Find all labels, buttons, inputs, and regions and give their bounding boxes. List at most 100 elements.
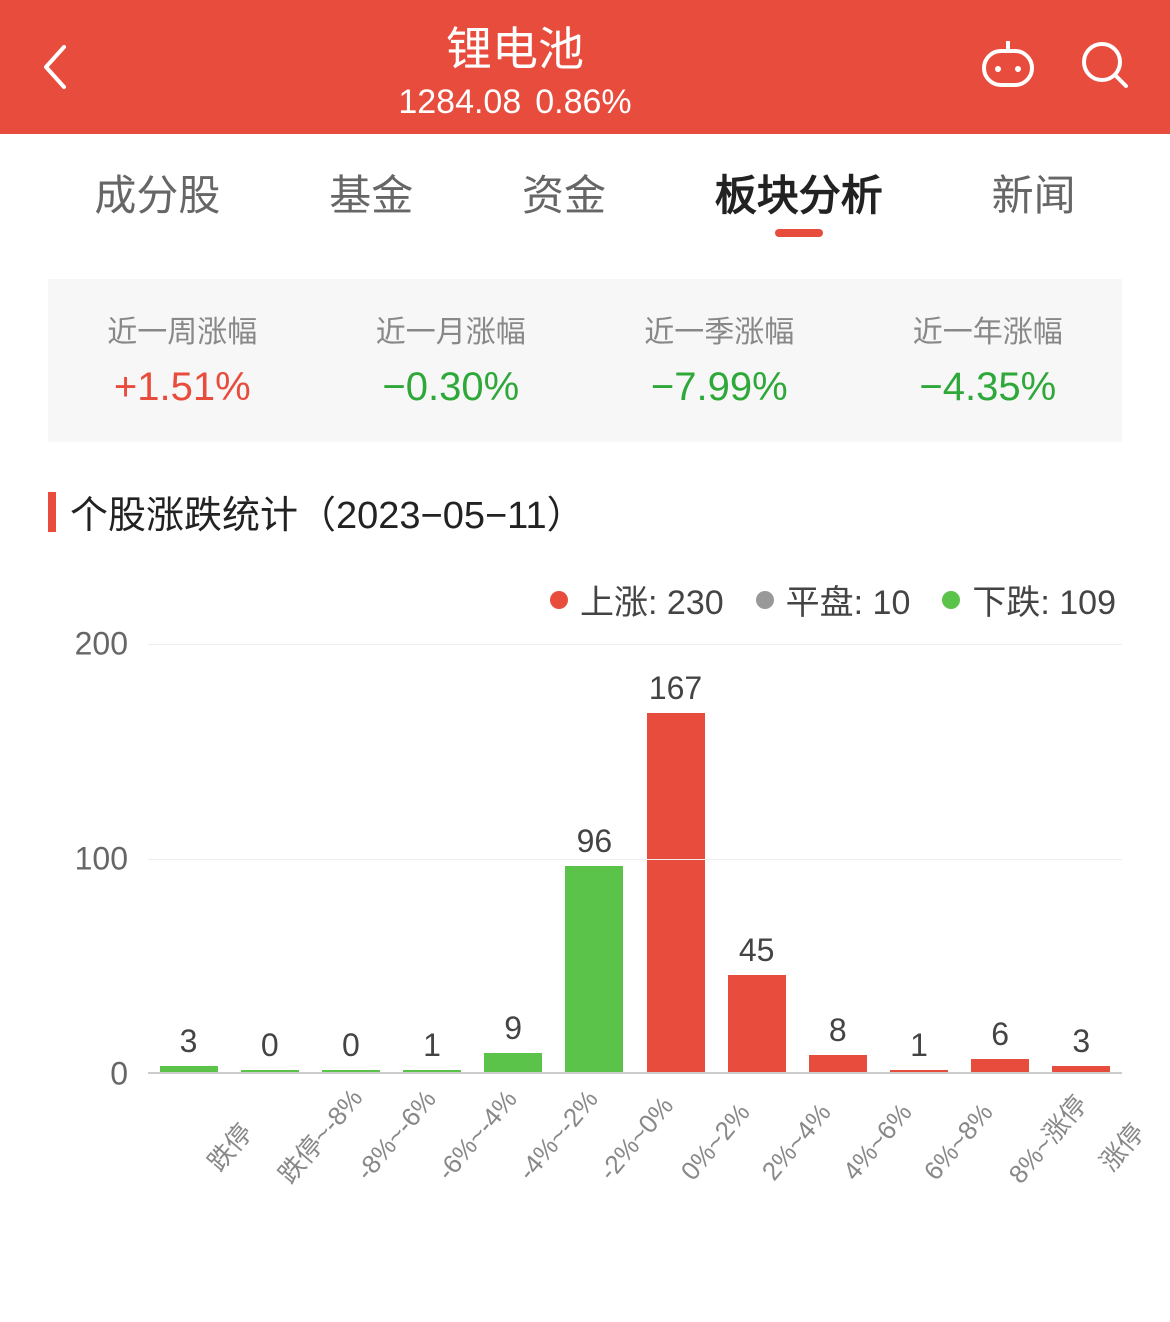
x-tick-label: 跌停~-8%: [268, 1115, 340, 1191]
bar-5: 96: [560, 823, 628, 1072]
legend-dot-icon: [550, 591, 568, 609]
section-title: 个股涨跌统计（2023−05−11）: [70, 484, 585, 539]
bar-0: 3: [155, 1023, 223, 1072]
bar-value-label: 45: [739, 932, 775, 969]
bar-rect: [728, 975, 786, 1072]
bar-rect: [890, 1070, 948, 1072]
bar-value-label: 1: [910, 1027, 928, 1064]
legend-text: 下跌: 109: [972, 575, 1116, 624]
tab-0[interactable]: 成分股: [94, 162, 220, 237]
period-stat-value: +1.51%: [114, 365, 251, 410]
bar-4: 9: [479, 1010, 547, 1072]
bar-value-label: 6: [991, 1016, 1009, 1053]
bar-value-label: 3: [1072, 1023, 1090, 1060]
x-tick-label: -4%~-2%: [512, 1115, 584, 1191]
period-stats-row: 近一周涨幅+1.51% 近一月涨幅 −0.30% 近一季涨幅−7.99% 近一年涨幅 −4…: [48, 279, 1122, 442]
section-title-row: 个股涨跌统计（2023−05−11）: [48, 484, 1122, 539]
bar-rect: [484, 1053, 542, 1072]
period-stat-3: 近一年涨幅 −4.35%: [854, 307, 1123, 410]
chart-plot-area: 3 0 0 1 9 96 167 45 8 1 6 3: [148, 644, 1122, 1074]
bar-value-label: 8: [829, 1012, 847, 1049]
bar-rect: [241, 1070, 299, 1072]
distribution-chart: 0100200 3 0 0 1 9 96 167 45 8 1 6 3 跌停跌停~-8%-8%~-6%…: [48, 644, 1122, 1264]
x-tick-label: -6%~-4%: [431, 1115, 503, 1191]
y-tick-label: 100: [75, 841, 128, 878]
legend-text: 平盘: 10: [786, 575, 911, 624]
x-tick-label: 2%~4%: [755, 1115, 827, 1191]
header-price: 1284.08: [398, 83, 521, 122]
grid-line: [148, 859, 1122, 860]
bar-value-label: 1: [423, 1027, 441, 1064]
bar-2: 0: [317, 1027, 385, 1072]
tab-3[interactable]: 板块分析: [715, 162, 883, 237]
search-button[interactable]: [1080, 40, 1130, 95]
grid-line: [148, 644, 1122, 645]
period-stat-label: 近一年涨幅: [913, 307, 1063, 351]
bar-rect: [322, 1070, 380, 1072]
bar-rect: [403, 1070, 461, 1072]
bar-8: 8: [804, 1012, 872, 1072]
x-tick-label: 8%~涨停: [999, 1115, 1071, 1191]
x-tick-label: 涨停: [1080, 1115, 1152, 1191]
period-stat-value: −4.35%: [919, 365, 1056, 410]
bars-container: 3 0 0 1 9 96 167 45 8 1 6 3: [148, 644, 1122, 1072]
header-change-pct: 0.86%: [535, 83, 631, 122]
header-title-block: 锂电池 1284.08 0.86%: [100, 13, 930, 122]
bar-rect: [1052, 1066, 1110, 1072]
period-stat-0: 近一周涨幅+1.51%: [48, 307, 317, 410]
legend-item-0: 上涨: 230: [550, 575, 724, 624]
search-icon: [1080, 40, 1130, 90]
robot-icon: [980, 41, 1036, 89]
period-stat-1: 近一月涨幅 −0.30%: [317, 307, 586, 410]
bar-value-label: 3: [180, 1023, 198, 1060]
header-actions: [930, 40, 1130, 95]
period-stat-label: 近一月涨幅: [376, 307, 526, 351]
app-header: 锂电池 1284.08 0.86%: [0, 0, 1170, 134]
x-tick-label: 跌停: [187, 1115, 259, 1191]
tab-1[interactable]: 基金: [329, 162, 413, 237]
bar-10: 6: [966, 1016, 1034, 1072]
bar-rect: [971, 1059, 1029, 1072]
period-stat-value: −0.30%: [382, 365, 519, 410]
x-axis-labels: 跌停跌停~-8%-8%~-6%-6%~-4%-4%~-2%-2%~0%0%~2%…: [148, 1084, 1122, 1121]
bar-rect: [647, 713, 705, 1072]
robot-button[interactable]: [980, 41, 1036, 94]
bar-6: 167: [642, 670, 710, 1072]
period-stat-label: 近一季涨幅: [644, 307, 794, 351]
legend-item-1: 平盘: 10: [756, 575, 911, 624]
bar-3: 1: [398, 1027, 466, 1072]
chevron-left-icon: [40, 43, 68, 91]
bar-rect: [160, 1066, 218, 1072]
bar-rect: [809, 1055, 867, 1072]
bar-9: 1: [885, 1027, 953, 1072]
header-subtitle: 1284.08 0.86%: [398, 83, 631, 122]
tabs-bar: 成分股 基金 资金 板块分析 新闻: [0, 134, 1170, 261]
tab-4[interactable]: 新闻: [992, 162, 1076, 237]
x-tick-label: -2%~0%: [593, 1115, 665, 1191]
section-accent-bar: [48, 492, 56, 532]
x-tick-label: -8%~-6%: [350, 1115, 422, 1191]
bar-value-label: 9: [504, 1010, 522, 1047]
bar-value-label: 0: [342, 1027, 360, 1064]
period-stat-2: 近一季涨幅−7.99%: [585, 307, 854, 410]
chart-legend: 上涨: 230 平盘: 10 下跌: 109: [0, 575, 1116, 624]
back-button[interactable]: [40, 43, 100, 91]
bar-value-label: 96: [577, 823, 613, 860]
bar-rect: [565, 866, 623, 1072]
bar-value-label: 0: [261, 1027, 279, 1064]
legend-text: 上涨: 230: [580, 575, 724, 624]
y-axis: 0100200: [48, 644, 138, 1074]
tab-2[interactable]: 资金: [522, 162, 606, 237]
x-tick-label: 0%~2%: [674, 1115, 746, 1191]
header-title: 锂电池: [446, 13, 584, 79]
legend-dot-icon: [756, 591, 774, 609]
x-tick-label: 4%~6%: [836, 1115, 908, 1191]
bar-11: 3: [1047, 1023, 1115, 1072]
y-tick-label: 200: [75, 626, 128, 663]
bar-7: 45: [723, 932, 791, 1072]
legend-item-2: 下跌: 109: [942, 575, 1116, 624]
bar-value-label: 167: [649, 670, 702, 707]
legend-dot-icon: [942, 591, 960, 609]
x-tick-label: 6%~8%: [918, 1115, 990, 1191]
bar-1: 0: [236, 1027, 304, 1072]
